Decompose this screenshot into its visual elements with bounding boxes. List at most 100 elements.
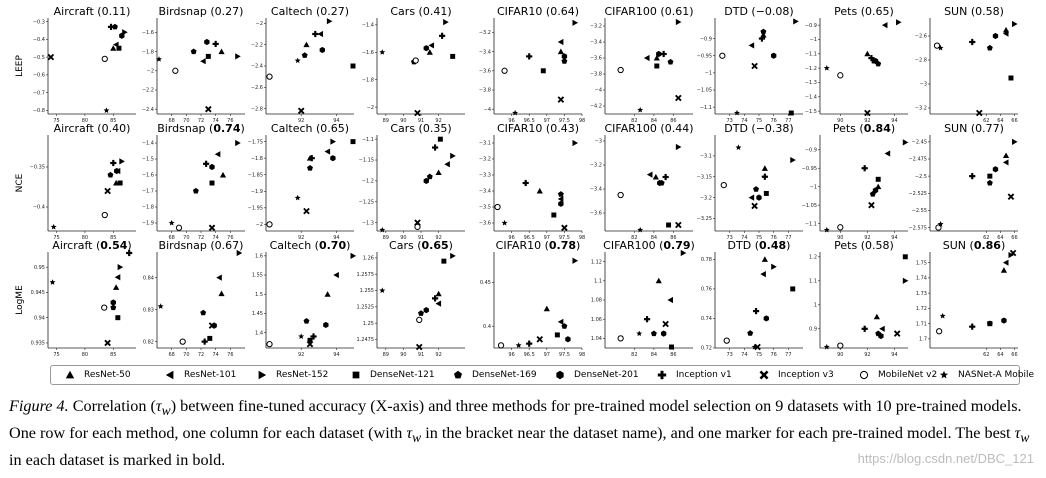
y-tick-label: 1.4	[255, 330, 263, 336]
point-inception-v1	[761, 173, 768, 180]
point-densenet-201	[872, 57, 879, 65]
y-tick-label: −3.4	[479, 189, 491, 195]
point-densenet-201	[209, 163, 215, 171]
y-tick-label: −0.4	[33, 205, 45, 211]
y-tick-label: −2.6	[915, 34, 927, 40]
point-inception-v1	[643, 316, 651, 323]
y-tick-label: −3.6	[479, 221, 491, 227]
point-inception-v1	[110, 159, 117, 167]
x-tick-label: 62	[983, 118, 989, 124]
point-nasnet-a-mobile	[937, 221, 944, 227]
point-densenet-201	[756, 194, 762, 201]
dataset-name: SUN	[944, 122, 971, 135]
point-densenet-201	[423, 45, 429, 52]
point-densenet-169	[650, 330, 657, 337]
y-tick-label: 1.5	[255, 292, 263, 298]
y-tick-label: −3.1	[700, 154, 712, 160]
panel-sun-leep: SUN (0.58) −2.6 −2.8 −3 −3.2 62 64 66	[915, 5, 1018, 124]
point-inception-v3	[893, 330, 901, 337]
x-tick-label: 94	[333, 118, 339, 124]
tau-value: (0.43)	[546, 122, 579, 135]
point-resnet-152	[896, 19, 902, 26]
panel-title: CIFAR10 (0.43)	[497, 122, 579, 135]
panel-dtd-logme: DTD (0.48) 0.72 0.74 0.76 0.78 73 74 75 76 77	[701, 239, 803, 358]
point-inception-v3	[751, 62, 758, 70]
x-tick-label: 76	[770, 352, 776, 358]
point-resnet-101	[214, 151, 221, 158]
tau-value: (0.58)	[971, 5, 1004, 18]
tau-value: 0.65	[422, 239, 449, 252]
x-tick-label: 73	[726, 352, 732, 358]
x-tick-label: 89	[383, 235, 389, 241]
point-mobilenet-v2	[416, 316, 423, 324]
y-tick-label: −2.8	[251, 106, 263, 112]
legend-marker-icon	[65, 370, 75, 379]
point-resnet-152	[902, 277, 909, 284]
y-tick-label: −0.9	[805, 23, 817, 29]
legend-item-nasnet-a-mobile: NASNet-A Mobile	[937, 368, 1034, 382]
y-tick-label: 1.7	[919, 337, 927, 343]
point-resnet-152	[771, 263, 777, 270]
x-tick-label: 89	[383, 118, 389, 124]
legend-marker	[454, 370, 462, 379]
x-tick-label: 75	[53, 235, 59, 241]
legend-marker	[258, 370, 267, 380]
point-inception-v1	[660, 50, 667, 58]
y-tick-label: 1.255	[360, 288, 374, 294]
x-tick-label: 96	[508, 352, 514, 358]
y-tick-label: 1.1	[809, 279, 817, 285]
x-tick-label: 82	[631, 235, 637, 241]
point-inception-v3	[47, 53, 55, 61]
point-inception-v3	[662, 320, 669, 328]
y-tick-label: 0.935	[31, 341, 45, 347]
y-tick-label: −3	[920, 82, 927, 88]
point-resnet-50	[655, 277, 662, 284]
tau-value: (0.41)	[419, 5, 452, 18]
tau-value: (0.67)	[210, 239, 243, 252]
y-tick-label: 1.72	[916, 306, 927, 312]
tau-value: 0.70	[319, 239, 346, 252]
panel-title: Pets (0.58)	[834, 239, 894, 252]
x-tick-label: 90	[837, 235, 843, 241]
point-densenet-201	[660, 330, 667, 337]
panel-title: CIFAR10 (0.64)	[497, 5, 579, 18]
caption-part-6: in the bracket near the dataset name), a…	[421, 424, 1015, 443]
x-tick-label: 77	[785, 118, 791, 124]
point-inception-v1	[431, 295, 439, 302]
y-tick-label: −2.5	[915, 174, 927, 180]
point-densenet-121	[763, 190, 769, 196]
point-densenet-201	[323, 321, 329, 329]
point-mobilenet-v2	[719, 52, 726, 59]
point-nasnet-a-mobile	[734, 109, 740, 116]
panel-aircraft-logme: Aircraft (0.54) 0.935 0.94 0.945 0.95 75 80 85	[31, 239, 136, 358]
point-inception-v3	[675, 221, 682, 229]
y-tick-label: 1	[814, 303, 817, 309]
tau-value: 0.84	[864, 122, 891, 135]
legend-marker-icon	[859, 370, 869, 380]
point-resnet-152	[572, 257, 579, 264]
x-tick-label: 92	[864, 118, 870, 124]
y-tick-label: −3	[595, 139, 602, 145]
y-tick-label: −0.7	[33, 90, 45, 96]
point-resnet-152	[235, 53, 241, 60]
x-tick-label: 66	[1011, 118, 1017, 124]
point-resnet-101	[216, 274, 222, 281]
tau-value: (0.65)	[316, 122, 349, 135]
legend-item-inception-v1: Inception v1	[655, 368, 732, 382]
panel-dtd-leep: DTD (−0.08) −0.9 −0.95 −1 −1.05 −1.1 73 74 75 76 7…	[697, 5, 803, 124]
point-resnet-101	[760, 271, 766, 278]
point-inception-v1	[126, 249, 133, 257]
point-inception-v1	[758, 35, 766, 42]
point-mobilenet-v2	[617, 66, 624, 74]
legend-marker-icon	[454, 370, 462, 379]
y-tick-label: −3.8	[590, 72, 602, 78]
y-tick-label: −1	[810, 184, 817, 190]
point-resnet-152	[236, 249, 243, 257]
point-densenet-201	[330, 155, 336, 162]
point-densenet-169	[667, 58, 674, 65]
x-tick-label: 80	[82, 235, 88, 241]
y-tick-label: −1.2	[805, 66, 817, 72]
y-tick-label: 1.12	[591, 259, 602, 265]
y-tick-label: −3.3	[479, 173, 491, 179]
y-tick-label: −3.2	[700, 195, 712, 201]
